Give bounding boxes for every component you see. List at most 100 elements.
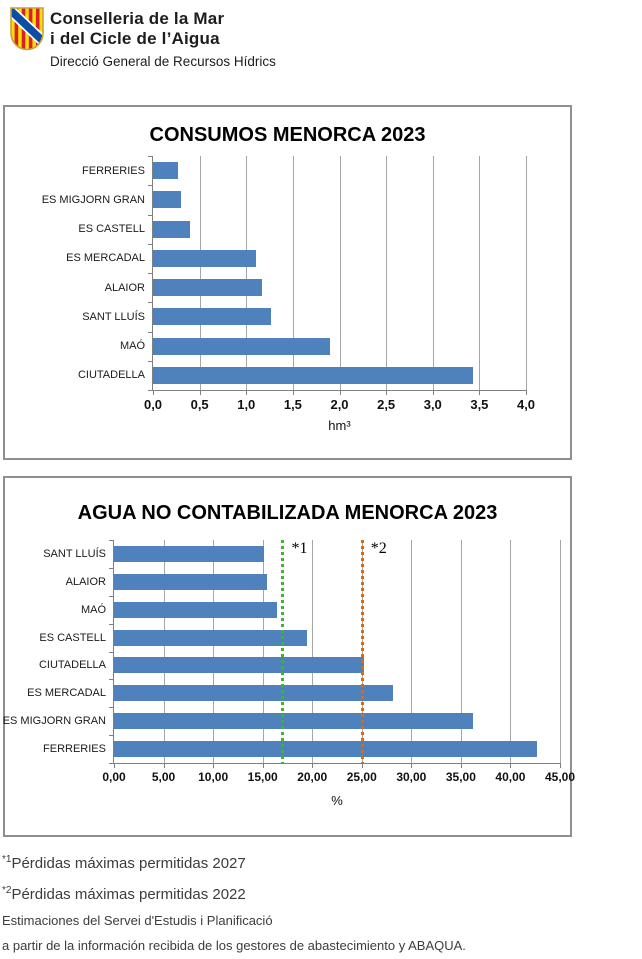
category-tick (109, 651, 114, 653)
chart-consumos-menorca: CONSUMOS MENORCA 2023 FERRERIES ES MIGJOR… (3, 105, 572, 460)
gridline (213, 540, 215, 763)
category-tick (148, 156, 153, 157)
value-tick (479, 390, 481, 395)
bar-alaior (153, 279, 263, 297)
bar-row (153, 156, 526, 185)
category-label: CIUTADELLA (77, 369, 145, 382)
category-label: MAÓ (80, 603, 106, 616)
gridline (246, 156, 248, 390)
value-tick-label: 3,0 (423, 397, 442, 412)
bar-sant-lluís (153, 308, 272, 326)
bar-row (114, 596, 560, 624)
value-tick (213, 763, 215, 768)
gridline (339, 156, 341, 390)
bar-maó (114, 601, 277, 618)
bar-es-castell (114, 629, 308, 646)
org-name-line2: i del Cicle de l’Aigua (50, 29, 220, 48)
category-tick (109, 567, 114, 569)
source-note: Estimaciones del Servei d'Estudis i Plan… (2, 908, 466, 958)
bar-es-mercadal (153, 249, 256, 267)
value-axis-title: hm³ (328, 418, 351, 433)
bar-row (114, 624, 560, 652)
gridline (510, 540, 512, 763)
value-tick-label: 3,5 (470, 397, 489, 412)
bar-row (153, 361, 526, 390)
gridline (262, 540, 264, 763)
category-label: ES MERCADAL (66, 252, 145, 265)
value-tick (246, 390, 248, 395)
value-tick-label: 0,0 (143, 397, 163, 412)
bar-es-mercadal (114, 685, 394, 702)
bar-sant-lluís (114, 545, 264, 562)
category-label: ES MERCADAL (27, 687, 106, 700)
category-tick (148, 273, 153, 274)
gridline (460, 540, 462, 763)
bar-es-castell (153, 220, 191, 238)
category-tick (148, 214, 153, 216)
bar-row (114, 735, 560, 763)
chart-agua-no-contabilizada: AGUA NO CONTABILIZADA MENORCA 2023 SANT … (2, 476, 575, 837)
bar-row (114, 707, 560, 735)
source-note-line1: Estimaciones del Servei d'Estudis i Plan… (2, 913, 273, 928)
category-label: ES MIGJORN GRAN (2, 715, 106, 728)
bar-row (114, 568, 560, 596)
category-tick (109, 763, 114, 764)
footnote-1-marker: *1 (2, 854, 12, 865)
bar-row (114, 679, 560, 707)
gridline (411, 540, 413, 763)
department-name: Direcció General de Recursos Hídrics (50, 54, 276, 69)
value-tick-label: 4,0 (516, 397, 536, 412)
source-note-line2: a partir de la información recibida de l… (2, 938, 466, 953)
category-tick (109, 679, 114, 681)
category-label: SANT LLUÍS (43, 547, 106, 560)
footnote-2-text: Pérdidas máximas permitidas 2022 (11, 886, 246, 903)
value-tick (292, 390, 294, 395)
gridline (292, 156, 294, 390)
header: Conselleria de la Mar i del Cicle de l’A… (50, 9, 276, 70)
footnote-1-text: Pérdidas máximas permitidas 2027 (11, 855, 246, 872)
gridline (386, 156, 388, 390)
category-tick (148, 360, 153, 362)
bar-es-migjorn-gran (153, 191, 181, 209)
plot-area: 0,00 5,00 10,00 15,00 20,00 25,00 30,00 35,00 40… (102, 540, 575, 808)
plot-area: 0,0 0,5 1,0 1,5 2,0 2,5 3,0 3,5 4,0 hm³ (144, 156, 535, 433)
reference-line-2 (360, 540, 364, 763)
category-label: ALAIOR (104, 281, 145, 294)
value-tick (163, 763, 165, 768)
category-tick (148, 185, 153, 187)
reference-line-label: *1 (291, 540, 308, 557)
value-tick (199, 390, 201, 395)
bar-alaior (114, 573, 267, 590)
footnote-2-marker: *2 (2, 885, 12, 896)
gridline (312, 540, 314, 763)
value-tick (432, 390, 434, 395)
chart1-title: CONSUMOS MENORCA 2023 (149, 124, 426, 146)
category-label: CIUTADELLA (38, 659, 106, 672)
category-tick (148, 331, 153, 333)
bar-row (114, 652, 560, 680)
value-tick-label: 35,00 (445, 770, 476, 784)
value-tick (312, 763, 314, 768)
bar-ferreries (153, 162, 179, 180)
value-tick-label: 1,0 (237, 397, 256, 412)
gridline (526, 156, 527, 390)
gridline (163, 540, 165, 763)
value-tick (361, 763, 363, 768)
reference-line-1 (281, 540, 285, 763)
category-label: FERRERIES (43, 743, 106, 756)
value-tick (460, 763, 462, 768)
value-tick-label: 0,5 (190, 397, 209, 412)
category-label: ES CASTELL (39, 631, 106, 644)
category-axis-labels: FERRERIES ES MIGJORN GRAN ES CASTELL ES MER… (5, 156, 152, 391)
value-tick (526, 390, 527, 395)
value-tick-label: 15,00 (247, 770, 278, 784)
footnotes: *1Pérdidas máximas permitidas 2027 *2Pér… (2, 846, 246, 908)
value-tick-label: 25,00 (346, 770, 377, 784)
chart2-plot-area: SANT LLUÍS ALAIOR MAÓ ES CASTELL CIUTADELLA E… (2, 540, 575, 808)
category-tick (109, 623, 114, 625)
coat-of-arms-icon (10, 7, 44, 51)
value-tick (386, 390, 388, 395)
value-tick-label: 0,00 (102, 770, 126, 784)
category-tick (109, 707, 114, 709)
category-label: SANT LLUÍS (82, 310, 145, 323)
